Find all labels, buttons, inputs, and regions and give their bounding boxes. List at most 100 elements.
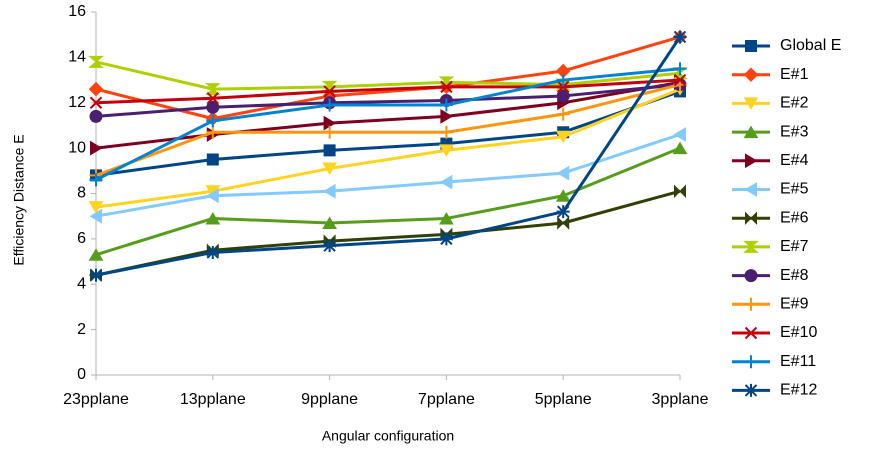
marker bbox=[744, 383, 758, 397]
marker bbox=[89, 109, 103, 123]
marker bbox=[556, 107, 570, 121]
y-tick-label: 6 bbox=[77, 230, 86, 247]
legend-label: E#1 bbox=[780, 66, 809, 83]
x-tick-label: 23pplane bbox=[63, 391, 129, 408]
marker bbox=[89, 208, 102, 224]
legend-item: E#5 bbox=[732, 181, 809, 198]
marker bbox=[673, 62, 687, 76]
marker bbox=[90, 140, 103, 156]
series-line bbox=[95, 83, 681, 118]
y-tick-label: 12 bbox=[68, 94, 86, 111]
legend-label: E#4 bbox=[780, 152, 809, 169]
legend-item: E#6 bbox=[732, 209, 809, 226]
legend-item: E#2 bbox=[732, 95, 809, 112]
marker bbox=[88, 55, 104, 68]
marker bbox=[672, 141, 688, 155]
marker bbox=[323, 125, 337, 139]
y-tick-label: 0 bbox=[77, 366, 86, 383]
legend-item: E#4 bbox=[732, 152, 809, 169]
marker bbox=[323, 183, 336, 199]
x-tick-label: 9pplane bbox=[301, 391, 358, 408]
marker bbox=[744, 326, 758, 340]
marker bbox=[744, 182, 757, 197]
marker bbox=[206, 245, 220, 259]
marker bbox=[89, 268, 103, 282]
marker bbox=[88, 81, 104, 97]
marker bbox=[439, 98, 453, 112]
marker bbox=[206, 92, 220, 105]
marker bbox=[206, 100, 220, 114]
legend-label: Global E bbox=[780, 37, 841, 54]
marker bbox=[556, 73, 570, 87]
y-axis-label: Efficiency Distance E bbox=[11, 134, 27, 265]
series-line bbox=[95, 89, 681, 177]
y-tick-label: 14 bbox=[68, 49, 86, 66]
marker bbox=[89, 173, 103, 187]
series-line bbox=[95, 78, 681, 105]
x-tick-label: 7pplane bbox=[418, 391, 475, 408]
legend-item: Global E bbox=[732, 37, 841, 54]
legend-label: E#6 bbox=[780, 209, 809, 226]
series-line bbox=[95, 133, 681, 218]
marker bbox=[556, 89, 570, 103]
marker bbox=[744, 355, 758, 369]
marker bbox=[439, 144, 454, 157]
series-line bbox=[95, 189, 681, 277]
series-line bbox=[95, 60, 681, 91]
legend-label: E#3 bbox=[780, 123, 809, 140]
legend-item: E#12 bbox=[732, 382, 817, 399]
legend-label: E#12 bbox=[780, 382, 817, 399]
marker bbox=[556, 80, 570, 94]
marker bbox=[205, 211, 221, 225]
series-line bbox=[95, 83, 681, 177]
legend-item: E#7 bbox=[732, 238, 809, 255]
marker bbox=[673, 127, 686, 142]
legend-label: E#5 bbox=[780, 181, 809, 198]
legend-item: E#8 bbox=[732, 267, 809, 284]
series-line bbox=[95, 35, 681, 121]
series-line bbox=[95, 146, 681, 257]
marker bbox=[745, 211, 757, 225]
legend-item: E#10 bbox=[732, 324, 817, 341]
marker bbox=[206, 153, 219, 166]
marker bbox=[323, 144, 336, 157]
marker bbox=[322, 216, 337, 229]
legend-item: E#1 bbox=[732, 66, 809, 83]
legend-item: E#11 bbox=[732, 353, 816, 370]
marker bbox=[439, 211, 454, 225]
x-tick-label: 5pplane bbox=[535, 391, 592, 408]
legend-label: E#2 bbox=[780, 95, 809, 112]
marker bbox=[89, 96, 103, 109]
legend-label: E#10 bbox=[780, 324, 817, 341]
marker bbox=[673, 30, 687, 44]
marker bbox=[673, 73, 687, 87]
marker bbox=[744, 269, 758, 283]
marker bbox=[556, 165, 570, 181]
legend-label: E#8 bbox=[780, 267, 809, 284]
marker bbox=[743, 67, 759, 82]
marker bbox=[674, 184, 686, 198]
marker bbox=[322, 162, 337, 176]
marker bbox=[323, 98, 337, 112]
marker bbox=[743, 97, 759, 110]
y-tick-label: 8 bbox=[77, 185, 86, 202]
legend-item: E#9 bbox=[732, 296, 809, 313]
legend-label: E#11 bbox=[780, 353, 816, 370]
marker bbox=[743, 125, 759, 139]
x-axis-label: Angular configuration bbox=[322, 428, 454, 444]
marker bbox=[88, 248, 104, 261]
marker bbox=[206, 114, 220, 128]
marker bbox=[556, 205, 570, 219]
y-tick-label: 16 bbox=[68, 3, 86, 20]
marker bbox=[557, 216, 570, 230]
marker bbox=[206, 188, 219, 204]
marker bbox=[745, 153, 758, 169]
series-line bbox=[95, 87, 681, 209]
marker bbox=[745, 40, 757, 52]
marker bbox=[743, 240, 759, 253]
marker bbox=[204, 83, 221, 96]
marker bbox=[439, 125, 453, 139]
marker bbox=[88, 201, 104, 214]
y-tick-label: 10 bbox=[68, 139, 86, 156]
